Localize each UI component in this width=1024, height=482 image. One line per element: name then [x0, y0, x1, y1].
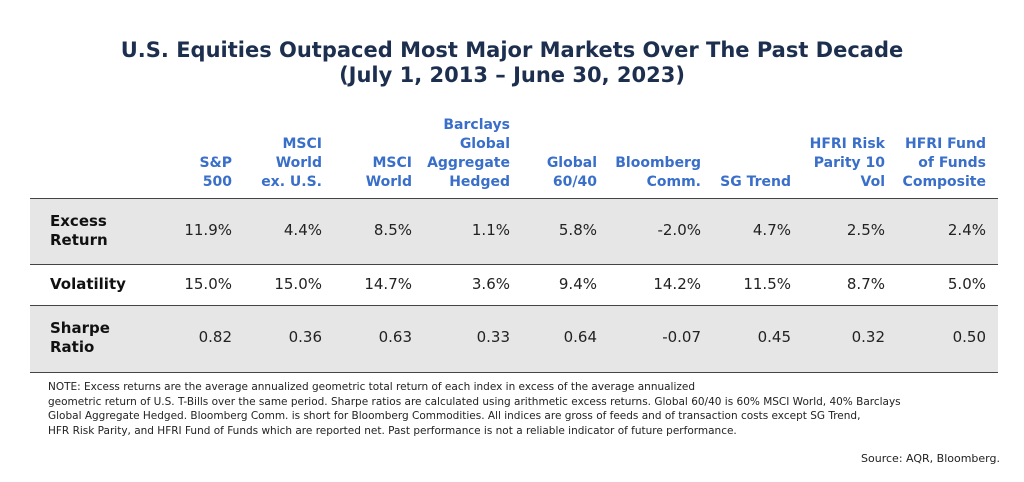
header-line: Vol [860, 174, 886, 190]
table-row [30, 198, 998, 265]
cell: 0.45 [757, 328, 791, 346]
column-header: Barclays Global Aggregate Hedged [390, 116, 510, 192]
header-line: S&P [199, 155, 232, 171]
note-line: geometric return of U.S. T-Bills over th… [48, 395, 901, 408]
cell: 2.4% [947, 221, 986, 239]
header-line: Barclays [443, 117, 510, 133]
header-line: HFRI Risk [809, 136, 885, 152]
header-line: World [365, 174, 412, 190]
subtitle: (July 1, 2013 – June 30, 2023) [339, 63, 685, 87]
header-line: Composite [902, 174, 986, 190]
cell: 4.4% [283, 221, 322, 239]
cell: 9.4% [558, 274, 597, 293]
column-header: S&P 500 [112, 154, 232, 192]
row-label: Sharpe Ratio [50, 305, 110, 371]
table-row [30, 305, 998, 373]
cell: 0.63 [378, 328, 412, 346]
cell: 1.1% [471, 221, 510, 239]
header-line: Aggregate [427, 155, 510, 171]
cell: 8.7% [846, 274, 885, 293]
cell: 3.6% [471, 274, 510, 293]
cell: 0.50 [952, 328, 986, 346]
cell: -2.0% [657, 221, 701, 239]
header-line: World [275, 155, 322, 171]
cell: 14.2% [653, 274, 701, 293]
column-header: Bloomberg Comm. [581, 154, 701, 192]
note-line: HFR Risk Parity, and HFRI Fund of Funds … [48, 424, 737, 437]
header-line: Global [459, 136, 510, 152]
header-line: Bloomberg [615, 155, 701, 171]
source: Source: AQR, Bloomberg. [861, 452, 1000, 465]
cell: 0.36 [288, 328, 322, 346]
cell: 2.5% [846, 221, 885, 239]
column-header: HFRI Risk Parity 10 Vol [765, 135, 885, 192]
title: U.S. Equities Outpaced Most Major Market… [120, 38, 904, 62]
cell: 0.64 [563, 328, 597, 346]
header-line: 500 [202, 174, 232, 190]
cell: 5.0% [947, 274, 986, 293]
header-line: MSCI [282, 136, 323, 152]
label-line: Excess [50, 212, 107, 230]
cell: 4.7% [752, 221, 791, 239]
header-line: of Funds [918, 155, 986, 171]
cell: 8.5% [373, 221, 412, 239]
note-line: Global Aggregate Hedged. Bloomberg Comm.… [48, 410, 861, 422]
column-header: HFRI Fund of Funds Composite [866, 135, 986, 192]
column-header: SG Trend [671, 173, 791, 192]
cell: 11.5% [743, 274, 791, 293]
cell: 14.7% [364, 274, 412, 293]
column-header: MSCI World ex. U.S. [202, 135, 322, 192]
cell: 5.8% [558, 221, 597, 239]
header-line: ex. U.S. [261, 174, 322, 190]
header-line: HFRI Fund [905, 136, 986, 152]
header-line: MSCI [372, 155, 413, 171]
row-label: Volatility [50, 264, 126, 305]
label-line: Ratio [50, 338, 95, 356]
header-line: Hedged [449, 174, 510, 190]
header-line: Comm. [646, 174, 701, 190]
label-line: Return [50, 231, 108, 249]
note-line: NOTE: Excess returns are the average ann… [48, 381, 696, 393]
label-line: Sharpe [50, 319, 110, 337]
row-label: Excess Return [50, 198, 108, 264]
cell: 15.0% [274, 274, 322, 293]
cell: 15.0% [184, 274, 232, 293]
header-line: SG Trend [720, 174, 791, 190]
header-line: 60/40 [552, 174, 597, 190]
cell: 0.33 [476, 328, 510, 346]
cell: -0.07 [662, 328, 701, 346]
table-row [30, 264, 998, 306]
header-line: Parity 10 [813, 155, 885, 171]
header-line: Global [546, 155, 597, 171]
cell: 11.9% [184, 221, 232, 239]
label-line: Volatility [50, 275, 126, 293]
cell: 0.82 [198, 328, 232, 346]
column-header: Global 60/40 [477, 154, 597, 192]
column-header: MSCI World [292, 154, 412, 192]
cell: 0.32 [851, 328, 885, 346]
